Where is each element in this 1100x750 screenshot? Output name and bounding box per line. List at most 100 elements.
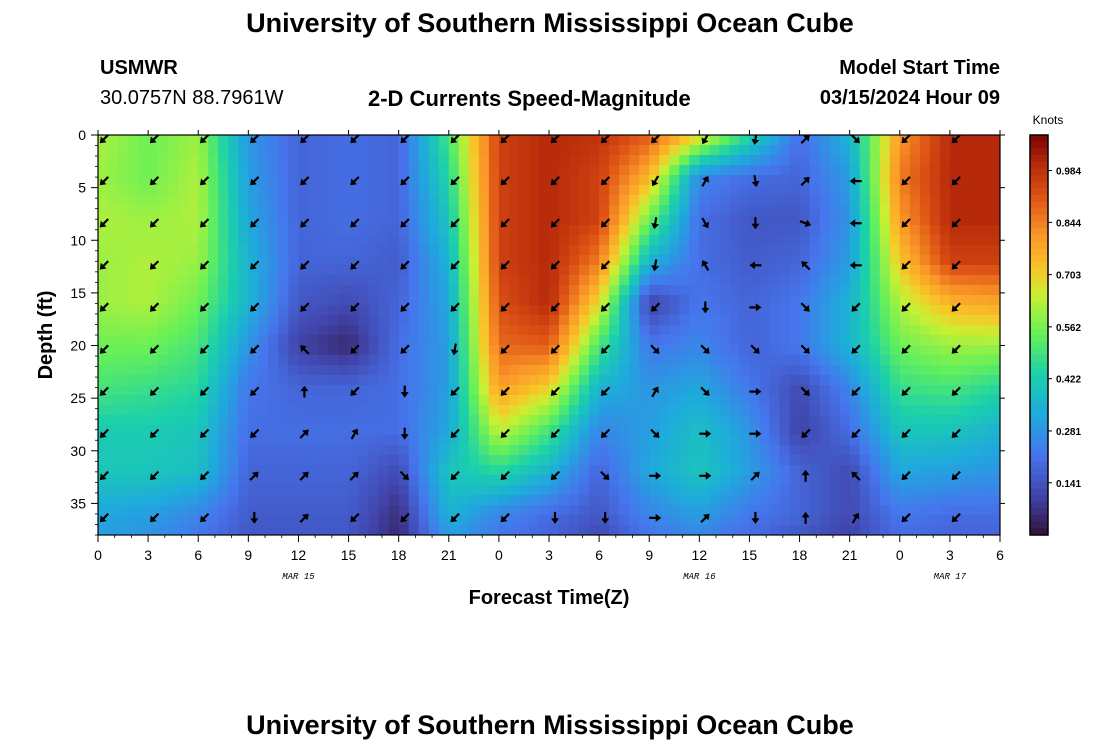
heatmap-cell <box>218 225 229 236</box>
heatmap-cell <box>138 345 149 356</box>
current-vector <box>600 260 611 270</box>
heatmap-cell <box>959 175 971 186</box>
heatmap-cell <box>268 385 279 396</box>
heatmap-cell <box>428 315 440 326</box>
heatmap-cell <box>589 425 600 436</box>
heatmap-cell <box>809 515 821 526</box>
heatmap-cell <box>328 185 340 196</box>
heatmap-cell <box>609 295 620 306</box>
heatmap-cell <box>328 235 340 246</box>
heatmap-cell <box>739 385 751 396</box>
heatmap-cell <box>799 145 811 156</box>
heatmap-cell <box>268 425 279 436</box>
heatmap-cell <box>158 315 169 326</box>
heatmap-cell <box>569 355 580 366</box>
heatmap-cell <box>749 185 761 196</box>
y-tick-label: 0 <box>78 127 86 143</box>
heatmap-cell <box>478 165 490 176</box>
heatmap-cell <box>799 265 811 276</box>
heatmap-cell <box>328 365 340 376</box>
heatmap-cell <box>759 515 771 526</box>
heatmap-cell <box>669 275 680 286</box>
heatmap-cell <box>108 155 119 166</box>
heatmap-cell <box>959 305 971 316</box>
heatmap-cell <box>719 525 730 535</box>
current-vector <box>799 219 812 228</box>
heatmap-cell <box>849 385 861 396</box>
heatmap-cell <box>739 225 751 236</box>
heatmap-cell <box>739 155 751 166</box>
heatmap-cell <box>388 305 400 316</box>
heatmap-cell <box>699 485 710 496</box>
heatmap-cell <box>809 525 821 535</box>
heatmap-cell <box>909 485 921 496</box>
current-vector <box>299 429 309 439</box>
heatmap-cell <box>719 275 730 286</box>
heatmap-cell <box>418 145 430 156</box>
heatmap-cell <box>508 355 520 366</box>
heatmap-cell <box>679 335 690 346</box>
heatmap-cell <box>679 225 690 236</box>
heatmap-cell <box>378 285 390 296</box>
current-vector <box>450 512 460 523</box>
heatmap-cell <box>679 205 690 216</box>
heatmap-cell <box>879 175 891 186</box>
colorbar-segment <box>1030 315 1048 323</box>
current-vector <box>600 470 610 481</box>
heatmap-cell <box>388 355 400 366</box>
current-vector <box>200 176 210 186</box>
heatmap-cell <box>719 385 730 396</box>
current-vector <box>551 511 559 524</box>
heatmap-cell <box>759 495 771 506</box>
heatmap-cell <box>959 405 971 416</box>
heatmap-cell <box>739 325 751 336</box>
heatmap-cell <box>849 435 861 446</box>
heatmap-cell <box>659 375 670 386</box>
heatmap-cell <box>629 225 640 236</box>
heatmap-cell <box>518 375 530 386</box>
heatmap-cell <box>979 295 991 306</box>
heatmap-cell <box>228 385 239 396</box>
heatmap-cell <box>468 225 480 236</box>
heatmap-cell <box>528 375 540 386</box>
heatmap-cell <box>128 465 139 476</box>
heatmap-cell <box>839 355 851 366</box>
heatmap-cell <box>769 485 781 496</box>
heatmap-cell <box>689 165 700 176</box>
heatmap-cell <box>508 515 520 526</box>
heatmap-cell <box>288 425 300 436</box>
heatmap-cell <box>418 245 430 256</box>
heatmap-cell <box>128 255 139 266</box>
heatmap-cell <box>308 285 320 296</box>
heatmap-cell <box>709 375 720 386</box>
heatmap-cell <box>228 365 239 376</box>
heatmap-cell <box>158 325 169 336</box>
heatmap-cell <box>238 185 249 196</box>
heatmap-cell <box>198 375 209 386</box>
heatmap-cell <box>408 345 420 356</box>
heatmap-cell <box>609 345 620 356</box>
heatmap-cell <box>979 355 991 366</box>
heatmap-cell <box>168 315 179 326</box>
heatmap-cell <box>278 455 290 466</box>
heatmap-cell <box>799 235 811 246</box>
heatmap-cell <box>859 155 871 166</box>
heatmap-cell <box>879 215 891 226</box>
heatmap-cell <box>819 285 831 296</box>
heatmap-cell <box>358 355 370 366</box>
heatmap-cell <box>659 385 670 396</box>
heatmap-cell <box>298 255 310 266</box>
heatmap-cell <box>989 235 1000 246</box>
heatmap-cell <box>569 305 580 316</box>
heatmap-cell <box>909 145 921 156</box>
heatmap-cell <box>989 195 1000 206</box>
heatmap-cell <box>859 255 871 266</box>
heatmap-cell <box>829 135 841 146</box>
heatmap-cell <box>198 435 209 446</box>
heatmap-cell <box>709 435 720 446</box>
heatmap-cell <box>398 315 410 326</box>
heatmap-cell <box>538 455 550 466</box>
heatmap-cell <box>739 275 751 286</box>
x-tick-label: 12 <box>291 547 307 563</box>
heatmap-cell <box>649 365 660 376</box>
